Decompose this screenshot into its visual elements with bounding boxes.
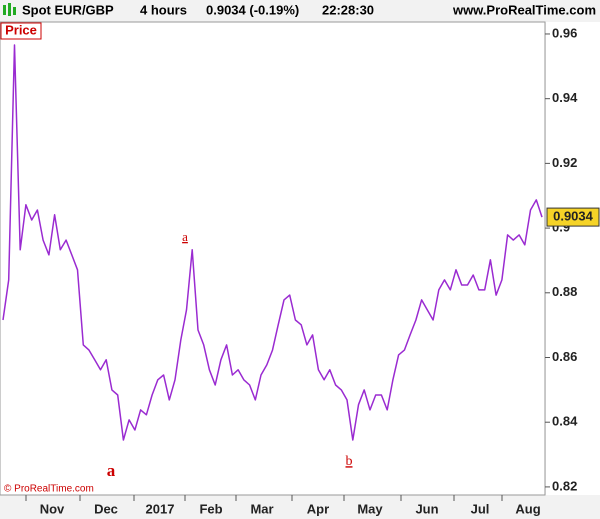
y-tick-label: 0.86	[552, 349, 577, 364]
x-tick-label: Nov	[40, 501, 65, 516]
price-tag: 0.9034	[553, 209, 594, 224]
x-tick-label: Dec	[94, 501, 118, 516]
annotation: a	[107, 461, 116, 480]
x-tick-label: Jul	[471, 501, 490, 516]
x-tick-label: May	[357, 501, 383, 516]
annotation: b	[346, 454, 353, 469]
panel-label-box	[0, 22, 42, 40]
clock: 22:28:30	[322, 2, 374, 17]
copyright: © ProRealTime.com	[4, 484, 94, 495]
website: www.ProRealTime.com	[452, 2, 596, 17]
x-tick-label: Mar	[250, 501, 273, 516]
y-tick-label: 0.94	[552, 90, 578, 105]
y-tick-label: 0.92	[552, 155, 577, 170]
last-quote: 0.9034 (-0.19%)	[206, 2, 299, 17]
price-tag-box	[546, 207, 600, 227]
header-icon	[3, 3, 16, 16]
instrument: Spot EUR/GBP	[22, 2, 114, 17]
price-line	[2, 44, 543, 441]
x-tick-label: Aug	[515, 501, 540, 516]
y-tick-label: 0.82	[552, 478, 577, 493]
x-tick-label: Feb	[199, 501, 222, 516]
panel-label: Price	[5, 22, 37, 37]
y-axis-area	[546, 22, 600, 495]
plot-area	[0, 21, 546, 496]
x-tick-label: Apr	[307, 501, 329, 516]
y-tick-label: 0.84	[552, 414, 578, 429]
x-tick-label: Jun	[415, 501, 438, 516]
x-tick-label: 2017	[146, 501, 175, 516]
y-tick-label: 0.88	[552, 284, 577, 299]
annotation: a	[182, 229, 188, 244]
timeframe: 4 hours	[140, 2, 187, 17]
y-tick-label: 0.96	[552, 25, 577, 40]
